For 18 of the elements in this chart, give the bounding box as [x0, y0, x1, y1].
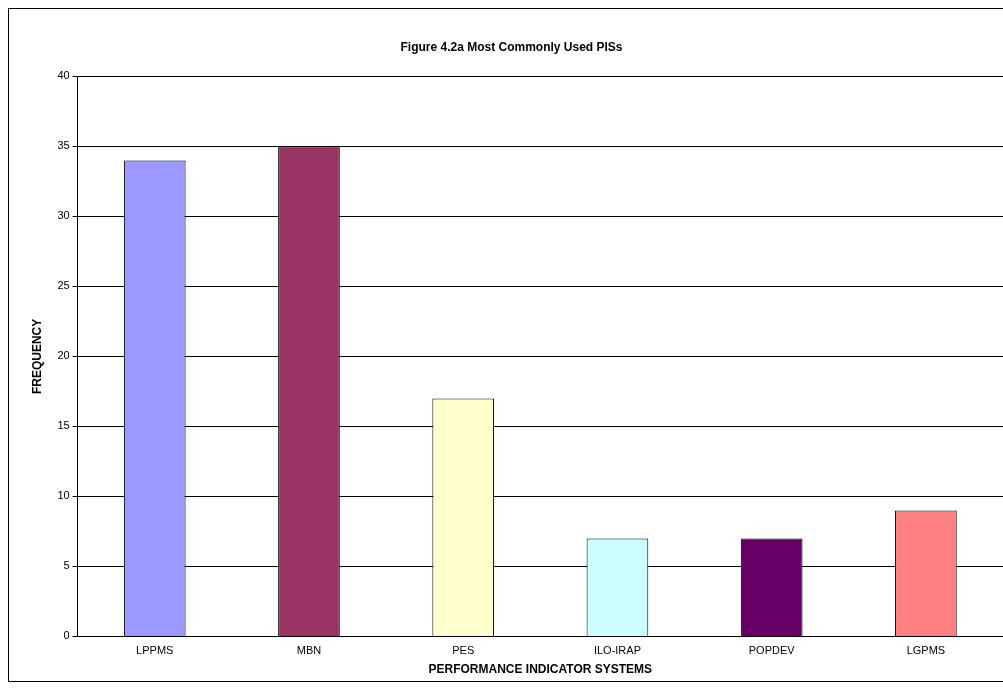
y-tick-label: 25	[57, 279, 70, 292]
y-tick-label: 40	[57, 69, 70, 82]
x-tick-label: ILO-IRAP	[593, 644, 641, 657]
y-tick-label: 20	[57, 349, 70, 362]
x-tick-label: LGPMS	[906, 644, 946, 657]
y-tick-label: 10	[57, 489, 70, 502]
x-tick-label: POPDEV	[748, 644, 796, 657]
y-tick-label: 30	[57, 209, 70, 222]
x-axis-title: PERFORMANCE INDICATOR SYSTEMS	[428, 662, 653, 677]
y-axis-title: FREQUENCY	[29, 318, 44, 395]
y-tick-label: 5	[63, 559, 70, 572]
y-tick-label: 15	[57, 419, 70, 432]
x-tick-label: PES	[452, 644, 475, 657]
chart-title: Figure 4.2a Most Commonly Used PISs	[400, 39, 623, 54]
x-tick-label: LPPMS	[136, 644, 174, 657]
y-tick-label: 35	[57, 139, 70, 152]
x-tick-label: MBN	[296, 644, 322, 657]
y-tick-label: 0	[63, 629, 70, 642]
